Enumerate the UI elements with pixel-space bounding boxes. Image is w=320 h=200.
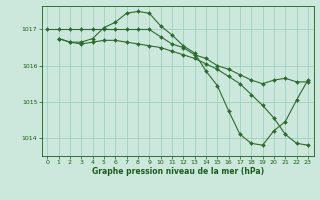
X-axis label: Graphe pression niveau de la mer (hPa): Graphe pression niveau de la mer (hPa) [92,167,264,176]
